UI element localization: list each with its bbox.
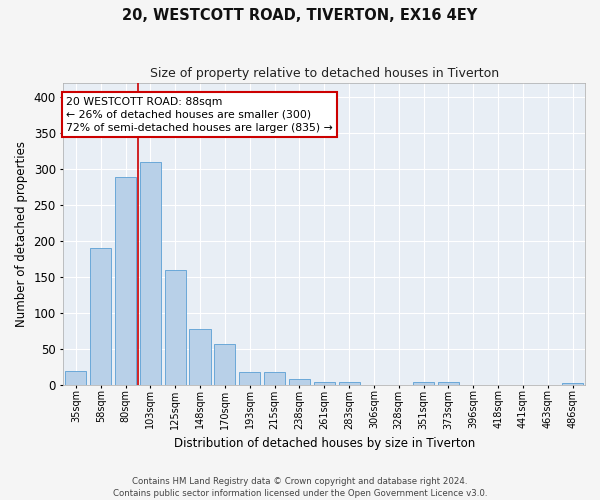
Text: 20, WESTCOTT ROAD, TIVERTON, EX16 4EY: 20, WESTCOTT ROAD, TIVERTON, EX16 4EY xyxy=(122,8,478,22)
Bar xyxy=(214,344,235,385)
Bar xyxy=(338,382,359,385)
Bar xyxy=(190,329,211,385)
Title: Size of property relative to detached houses in Tiverton: Size of property relative to detached ho… xyxy=(149,68,499,80)
Bar xyxy=(115,176,136,385)
Bar xyxy=(562,383,583,385)
Y-axis label: Number of detached properties: Number of detached properties xyxy=(15,141,28,327)
Bar xyxy=(264,372,285,385)
Bar xyxy=(289,380,310,385)
Text: 20 WESTCOTT ROAD: 88sqm
← 26% of detached houses are smaller (300)
72% of semi-d: 20 WESTCOTT ROAD: 88sqm ← 26% of detache… xyxy=(66,96,333,133)
Bar xyxy=(239,372,260,385)
Bar xyxy=(164,270,186,385)
Bar xyxy=(438,382,459,385)
Bar xyxy=(90,248,111,385)
Bar xyxy=(140,162,161,385)
Text: Contains HM Land Registry data © Crown copyright and database right 2024.
Contai: Contains HM Land Registry data © Crown c… xyxy=(113,476,487,498)
X-axis label: Distribution of detached houses by size in Tiverton: Distribution of detached houses by size … xyxy=(173,437,475,450)
Bar xyxy=(413,382,434,385)
Bar xyxy=(314,382,335,385)
Bar xyxy=(65,370,86,385)
